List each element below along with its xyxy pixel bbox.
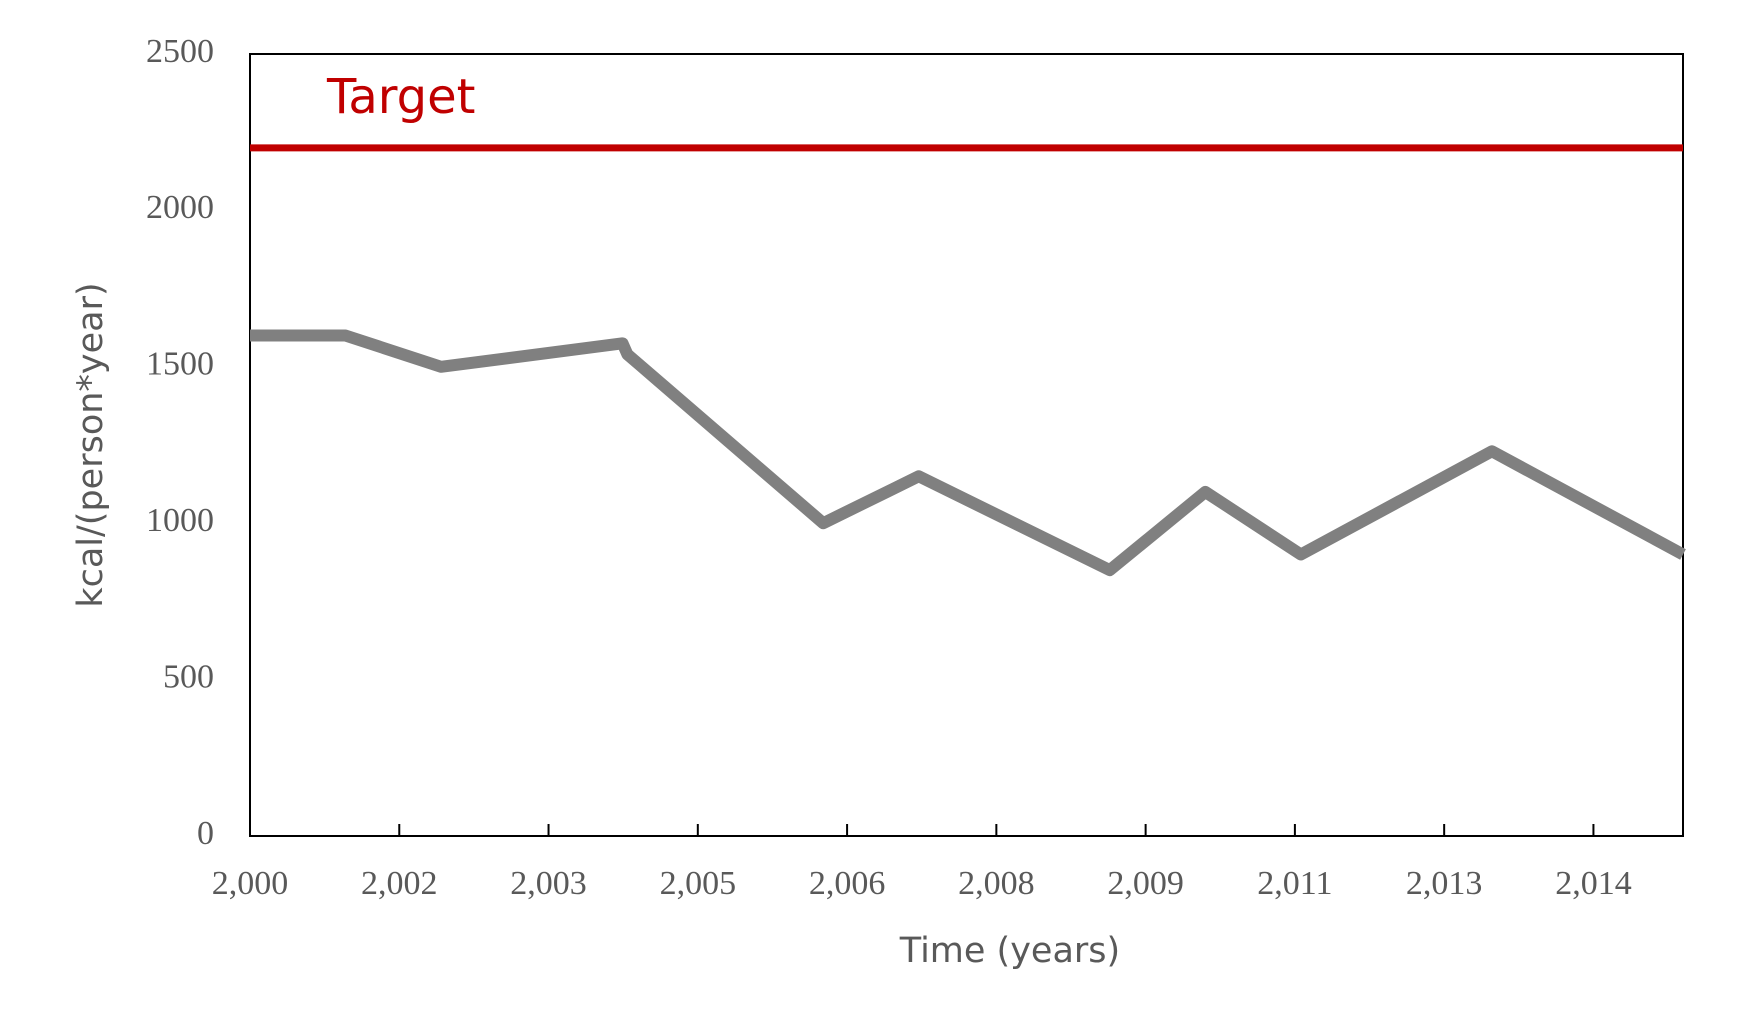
plot-frame <box>249 53 1684 837</box>
x-tick-label: 2,013 <box>1406 865 1483 902</box>
x-tick-label: 2,002 <box>361 865 438 902</box>
x-tick-label: 2,011 <box>1257 865 1332 902</box>
y-tick-label: 2500 <box>146 33 214 70</box>
x-tick-label: 2,006 <box>809 865 886 902</box>
y-tick-label: 500 <box>163 658 214 695</box>
x-tick-label: 2,008 <box>958 865 1035 902</box>
x-tick-label: 2,014 <box>1555 865 1632 902</box>
x-tick-label: 2,005 <box>660 865 737 902</box>
y-tick-label: 2000 <box>146 189 214 226</box>
target-label: Target <box>326 69 476 125</box>
y-tick-label: 0 <box>197 815 214 852</box>
x-tick-label: 2,000 <box>212 865 289 902</box>
y-tick-label: 1000 <box>146 502 214 539</box>
x-axis-title: Time (years) <box>899 931 1120 971</box>
data-line <box>250 329 1686 577</box>
x-tick-label: 2,003 <box>510 865 587 902</box>
x-tick-label: 2,009 <box>1107 865 1184 902</box>
y-axis-title: kcal/(person*year) <box>71 282 111 607</box>
y-tick-label: 1500 <box>146 346 214 383</box>
